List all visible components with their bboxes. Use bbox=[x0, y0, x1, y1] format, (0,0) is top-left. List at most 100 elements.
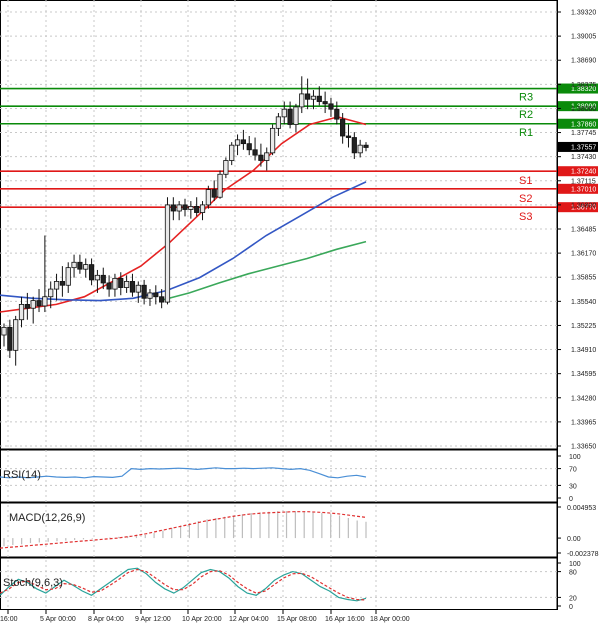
ma-fast-line bbox=[0, 116, 367, 313]
time-tick-label: 15 Apr 08:00 bbox=[277, 616, 317, 623]
candle-body bbox=[194, 206, 200, 213]
macd-tick-label: 0.004953 bbox=[567, 505, 596, 512]
candle-body bbox=[53, 281, 60, 290]
level-tag-text: 1.37240 bbox=[571, 169, 596, 176]
candle-body bbox=[36, 300, 42, 307]
chart-grid bbox=[0, 0, 558, 610]
candle-body bbox=[188, 206, 194, 210]
level-label-r3: R3 bbox=[519, 92, 533, 104]
ma-mid-line bbox=[0, 181, 367, 302]
stoch-tick-label: 20 bbox=[569, 595, 577, 602]
candle-body bbox=[135, 284, 141, 293]
rsi-tick-label: 70 bbox=[569, 467, 577, 474]
candle-body bbox=[363, 144, 369, 148]
candle-body bbox=[351, 137, 357, 154]
price-tick-label: 1.36485 bbox=[571, 227, 596, 234]
price-tick-label: 1.34595 bbox=[571, 371, 596, 378]
candle-body bbox=[170, 204, 176, 212]
stoch-tick-label: 0 bbox=[569, 604, 573, 611]
time-tick-label: 5 Apr 00:00 bbox=[40, 616, 76, 623]
candle-body bbox=[71, 261, 77, 269]
candle-body bbox=[176, 204, 182, 212]
price-tick-label: 1.37745 bbox=[571, 130, 596, 137]
candle-body bbox=[164, 204, 171, 303]
time-tick-label: 9 Apr 12:00 bbox=[135, 616, 171, 623]
candle-body bbox=[234, 139, 241, 146]
candle-body bbox=[252, 149, 258, 156]
level-tag-s2 bbox=[558, 183, 598, 194]
candle-body bbox=[211, 189, 217, 198]
candle-body bbox=[147, 292, 153, 299]
candle-body bbox=[88, 264, 95, 281]
price-tick-label: 1.34280 bbox=[571, 395, 596, 402]
time-axis: 16:00 5 Apr 00:00 8 Apr 04:00 9 Apr 12:00 10… bbox=[0, 610, 410, 623]
time-tick-label: 18 Apr 00:00 bbox=[370, 616, 410, 623]
candle-body bbox=[223, 160, 229, 175]
candle-body bbox=[42, 296, 48, 307]
rsi-tick-label: 100 bbox=[569, 454, 581, 461]
candle-body bbox=[83, 264, 89, 270]
candle-body bbox=[322, 101, 328, 105]
stoch-title: Stoch(9,6,3) bbox=[3, 577, 63, 589]
candle-body bbox=[124, 281, 130, 288]
candle-body bbox=[129, 281, 136, 293]
candle-body bbox=[293, 106, 299, 125]
stoch-tick-label: 100 bbox=[569, 561, 581, 568]
level-tag-text: 1.36770 bbox=[571, 205, 596, 212]
level-tag-text: 1.38090 bbox=[571, 104, 596, 111]
level-tag-s3 bbox=[558, 202, 598, 213]
candle-body bbox=[7, 326, 13, 351]
price-tick-label: 1.36170 bbox=[571, 251, 596, 258]
price-tick-label: 1.37115 bbox=[571, 178, 596, 185]
price-tick-label: 1.38690 bbox=[571, 58, 596, 65]
level-label-s2: S2 bbox=[519, 193, 532, 205]
candle-body bbox=[340, 118, 346, 137]
candle-body bbox=[65, 267, 71, 286]
candle-body bbox=[217, 173, 223, 198]
level-tag-r2 bbox=[558, 101, 598, 112]
current-price-text: 1.37557 bbox=[571, 144, 596, 151]
candle-body bbox=[264, 152, 270, 161]
price-tick-label: 1.34910 bbox=[571, 347, 596, 354]
level-label-s1: S1 bbox=[519, 175, 532, 187]
candle-body bbox=[153, 292, 159, 298]
price-tick-label: 1.39005 bbox=[571, 34, 596, 41]
candlesticks bbox=[1, 76, 369, 366]
candle-body bbox=[94, 274, 101, 281]
rsi-tick-label: 0 bbox=[569, 496, 573, 503]
time-tick-label: 16 Apr 16:00 bbox=[325, 616, 365, 623]
moving-averages bbox=[0, 116, 367, 313]
candle-body bbox=[334, 108, 340, 120]
macd-panel: 0.004953 0.00 -0.002378 MACD(12,26,9) bbox=[0, 505, 599, 558]
candle-body bbox=[77, 261, 83, 270]
ma-slow-line bbox=[159, 240, 367, 302]
candle-body bbox=[106, 282, 112, 290]
price-tick-label: 1.33650 bbox=[571, 444, 596, 451]
candle-body bbox=[357, 144, 363, 154]
candle-body bbox=[100, 274, 106, 284]
candle-body bbox=[18, 303, 25, 321]
candle-body bbox=[1, 326, 7, 336]
candle-body bbox=[24, 303, 30, 309]
candle-body bbox=[229, 144, 235, 161]
level-label-r1: R1 bbox=[519, 127, 533, 139]
candle-body bbox=[299, 93, 305, 108]
candle-body bbox=[59, 281, 65, 286]
price-tick-label: 1.35855 bbox=[571, 275, 596, 282]
stoch-signal-line bbox=[0, 568, 367, 601]
candle-body bbox=[258, 154, 264, 161]
level-tag-text: 1.38320 bbox=[571, 86, 596, 93]
rsi-title: RSI(14) bbox=[3, 469, 41, 481]
candle-body bbox=[281, 108, 287, 118]
candle-body bbox=[275, 116, 282, 129]
candle-body bbox=[328, 103, 334, 110]
candle-body bbox=[30, 300, 36, 309]
candle-body bbox=[13, 319, 19, 351]
candle-body bbox=[287, 108, 293, 125]
candle-body bbox=[112, 277, 118, 290]
macd-signal-line bbox=[0, 511, 367, 549]
candle-body bbox=[205, 189, 211, 206]
price-axis: 1.39320 1.39005 1.38690 1.38375 1.38060 1.377… bbox=[557, 10, 596, 451]
price-tick-label: 1.38375 bbox=[571, 82, 596, 89]
